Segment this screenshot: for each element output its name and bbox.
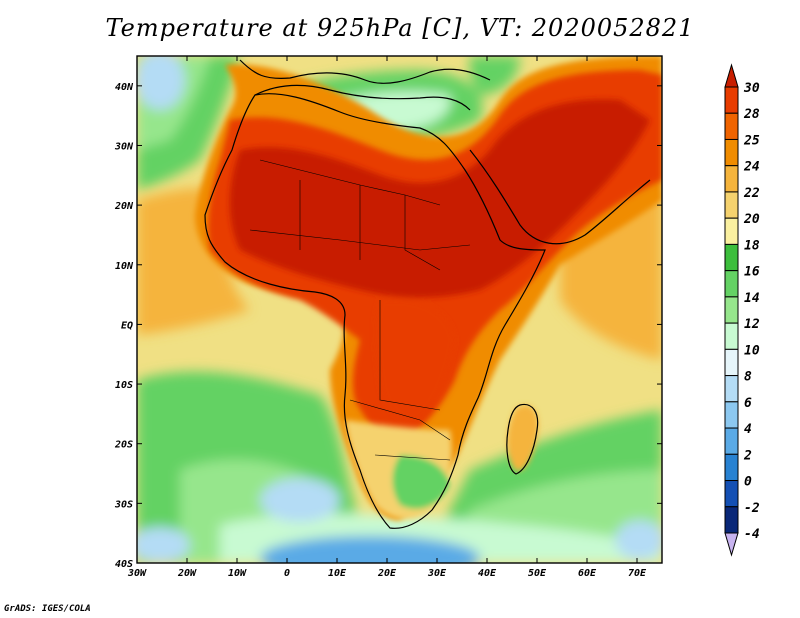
y-tick-label: 10S — [115, 380, 133, 391]
country-borders — [249, 159, 471, 461]
atlantic-warm-band — [137, 188, 250, 335]
colorbar-max-triangle — [724, 63, 739, 88]
map-frame — [136, 55, 663, 564]
x-tick-label: 60E — [578, 568, 597, 579]
southern-ocean-blue — [260, 536, 480, 563]
colorbar-box — [724, 427, 739, 455]
colorbar-level-label: 22 — [743, 186, 760, 201]
colorbar-level-label: 25 — [743, 133, 760, 148]
colorbar-level-label: 6 — [744, 396, 752, 411]
temperature-field — [137, 56, 662, 563]
sahara-max — [229, 99, 650, 298]
x-tick-label: 50E — [528, 568, 547, 579]
se-blue — [615, 520, 662, 560]
sw-atlantic-blue — [260, 478, 340, 522]
y-tick-label: 20S — [114, 440, 133, 451]
map-title: Temperature at 925hPa [C], VT: 202005282… — [105, 14, 695, 42]
colorbar-level-label: 14 — [744, 291, 760, 306]
colorbar-box — [724, 270, 739, 298]
colorbar-box — [724, 112, 739, 140]
colorbar-level-label: 8 — [744, 370, 752, 385]
colorbar-level-label: -4 — [744, 527, 760, 542]
europe-coastline — [239, 59, 491, 84]
colorbar-box — [724, 401, 739, 429]
colorbar-box — [724, 453, 739, 482]
africa-coastline — [204, 93, 546, 529]
arabia-coastline — [469, 149, 651, 245]
caspian-cool — [469, 56, 520, 95]
y-tick-label: 40S — [115, 559, 133, 570]
x-tick-label: 10E — [328, 568, 347, 579]
colorbar-level-label: 28 — [743, 107, 760, 122]
colorbar-level-label: 20 — [743, 212, 760, 227]
y-tick-label: 20N — [114, 201, 134, 212]
colorbar-box — [724, 480, 739, 508]
colorbar-level-label: 18 — [744, 238, 760, 253]
grads-credit: GrADS: IGES/COLA — [4, 604, 91, 614]
colorbar-box — [724, 191, 739, 219]
colorbar-box — [724, 86, 739, 114]
coastlines — [204, 59, 651, 529]
mediterranean-coastline — [254, 84, 471, 111]
colorbar-level-label: 24 — [743, 160, 760, 175]
colorbar-level-label: -2 — [744, 501, 760, 516]
madagascar-coastline — [506, 403, 539, 475]
x-tick-label: 10W — [228, 568, 247, 579]
x-tick-label: 20E — [377, 568, 397, 579]
axis-ticks: 30W 20W 10W 0 10E 20E 30E 40E 50E 60E 70E 40N 30N 20N… — [114, 56, 662, 579]
colorbar-box — [724, 243, 739, 272]
y-tick-label: 30N — [114, 141, 134, 152]
x-tick-label: 40E — [478, 568, 497, 579]
colorbar-box — [724, 138, 739, 167]
colorbar-level-label: 4 — [744, 422, 752, 437]
colorbar-level-label: 0 — [744, 475, 752, 490]
colorbar-level-label: 2 — [743, 448, 752, 463]
x-tick-label: 30W — [127, 568, 147, 579]
x-tick-label: 30E — [427, 568, 447, 579]
y-tick-label: 10N — [115, 261, 134, 272]
colorbar-min-triangle — [724, 532, 739, 557]
x-tick-label: 70E — [628, 568, 647, 579]
south-central-max — [375, 299, 455, 421]
y-tick-label: 30S — [114, 499, 133, 510]
colorbar-box — [724, 506, 739, 534]
colorbar-level-label: 12 — [744, 317, 760, 332]
y-tick-label: 40N — [115, 82, 134, 93]
colorbar-box — [724, 296, 739, 324]
colorbar-level-label: 30 — [743, 81, 760, 96]
colorbar-box — [724, 165, 739, 193]
far-south-blue — [137, 527, 190, 563]
colorbar-box — [724, 322, 739, 350]
far-north-blue — [137, 56, 185, 110]
y-tick-label: EQ — [121, 320, 133, 331]
colorbar-level-label: 10 — [744, 343, 760, 358]
colorbar-box — [724, 375, 739, 403]
colorbar-box — [724, 348, 739, 377]
south-africa-green — [392, 455, 450, 509]
x-tick-label: 0 — [284, 568, 290, 579]
colorbar-box — [724, 217, 739, 245]
colorbar-level-label: 16 — [744, 265, 760, 280]
x-tick-label: 20W — [177, 568, 197, 579]
